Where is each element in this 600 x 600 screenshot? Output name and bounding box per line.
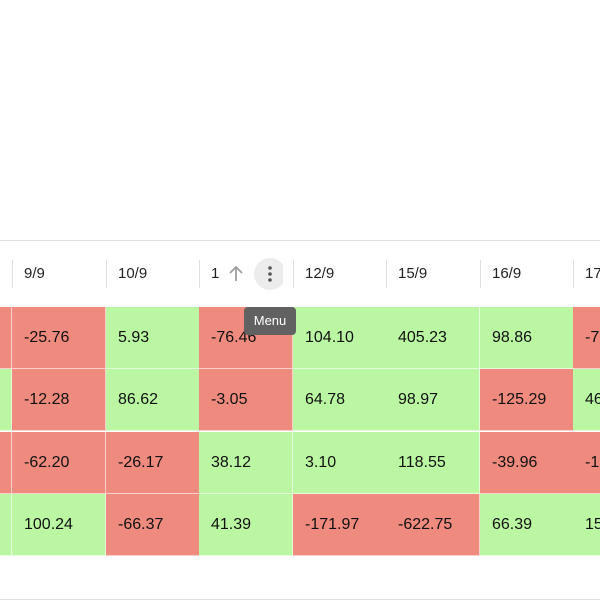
cell: -1 bbox=[573, 432, 600, 494]
cell: 98.97 bbox=[386, 369, 480, 431]
sep bbox=[573, 260, 574, 288]
sep bbox=[293, 260, 294, 288]
cell: 86.62 bbox=[106, 369, 200, 431]
cell: 46 bbox=[573, 369, 600, 431]
cell: -125.29 bbox=[480, 369, 574, 431]
column-header[interactable]: 16/9 bbox=[492, 265, 522, 282]
edge-cell bbox=[0, 369, 12, 431]
column-header[interactable]: 17 bbox=[585, 265, 600, 282]
edge-cell bbox=[0, 494, 12, 556]
column-header[interactable]: 15/9 bbox=[398, 265, 428, 282]
sep bbox=[199, 260, 200, 288]
cell: 98.86 bbox=[480, 307, 574, 369]
sort-and-menu[interactable] bbox=[223, 241, 283, 307]
cell: 405.23 bbox=[386, 307, 480, 369]
cell: -171.97 bbox=[293, 494, 387, 556]
tooltip: Menu bbox=[244, 307, 296, 335]
cell: 3.10 bbox=[293, 432, 387, 494]
cell: -7 bbox=[573, 307, 600, 369]
cell: -12.28 bbox=[12, 369, 106, 431]
sep bbox=[480, 260, 481, 288]
sort-icon[interactable] bbox=[229, 265, 243, 281]
cell: 118.55 bbox=[386, 432, 480, 494]
column-header[interactable]: 1 bbox=[199, 241, 293, 307]
cell: 104.10 bbox=[293, 307, 387, 369]
column-header[interactable]: 12/9 bbox=[305, 265, 335, 282]
sep bbox=[386, 260, 387, 288]
edge-cell bbox=[0, 432, 12, 494]
cell: 41.39 bbox=[199, 494, 293, 556]
cell: 66.39 bbox=[480, 494, 574, 556]
cell: -26.17 bbox=[106, 432, 200, 494]
sep bbox=[12, 260, 13, 288]
cell: 15 bbox=[573, 494, 600, 556]
cell: -66.37 bbox=[106, 494, 200, 556]
cell: -3.05 bbox=[199, 369, 293, 431]
cell: 64.78 bbox=[293, 369, 387, 431]
sep bbox=[106, 260, 107, 288]
cell: -62.20 bbox=[12, 432, 106, 494]
cell: -39.96 bbox=[480, 432, 574, 494]
cell: -25.76 bbox=[12, 307, 106, 369]
column-header[interactable]: 9/9 bbox=[24, 265, 45, 282]
cell: 5.93 bbox=[106, 307, 200, 369]
cell: -622.75 bbox=[386, 494, 480, 556]
cell: 100.24 bbox=[12, 494, 106, 556]
edge-cell bbox=[0, 307, 12, 369]
cell: 38.12 bbox=[199, 432, 293, 494]
column-header[interactable]: 10/9 bbox=[118, 265, 148, 282]
